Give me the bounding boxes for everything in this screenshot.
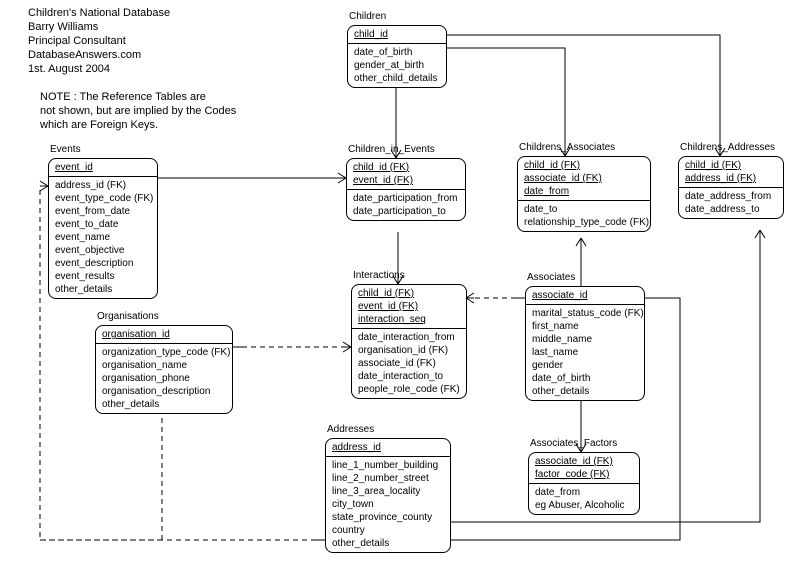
entity-title: Interactions [353, 270, 405, 281]
entity-childrens-addresses: Childrens_Addresses child_id (FK) addres… [678, 156, 784, 219]
note-line2: not shown, but are implied by the Codes [40, 104, 236, 118]
entity-organisations: Organisations organisation_id organizati… [95, 325, 233, 414]
entity-children-in-events: Children_in_Events child_id (FK) event_i… [346, 158, 466, 221]
entity-title: Associates [527, 272, 575, 283]
entity-title: Events [50, 144, 81, 155]
note-line3: which are Foreign Keys. [40, 118, 236, 132]
header-block: Children's National Database Barry Willi… [28, 6, 170, 76]
entity-title: Organisations [97, 311, 159, 322]
header-line3: Principal Consultant [28, 34, 170, 48]
entity-associates-factors: Associates_Factors associate_id (FK) fac… [528, 452, 640, 515]
entity-title: Addresses [327, 424, 374, 435]
entity-associates: Associates associate_id marital_status_c… [525, 286, 645, 401]
entity-title: Childrens_Associates [519, 142, 615, 153]
entity-interactions: Interactions child_id (FK) event_id (FK)… [351, 284, 467, 399]
entity-title: Associates_Factors [530, 438, 617, 449]
entity-title: Children [349, 11, 386, 22]
header-line4: DatabaseAnswers.com [28, 48, 170, 62]
entity-addresses: Addresses address_id line_1_number_build… [325, 438, 451, 553]
entity-children: Children child_id date_of_birth gender_a… [347, 25, 447, 88]
header-line5: 1st. August 2004 [28, 62, 170, 76]
note-block: NOTE : The Reference Tables are not show… [40, 90, 236, 132]
entity-childrens-associates: Childrens_Associates child_id (FK) assoc… [517, 156, 651, 232]
entity-events: Events event_id address_id (FK) event_ty… [48, 158, 158, 299]
entity-title: Childrens_Addresses [680, 142, 775, 153]
header-line1: Children's National Database [28, 6, 170, 20]
header-line2: Barry Williams [28, 20, 170, 34]
note-line1: NOTE : The Reference Tables are [40, 90, 236, 104]
entity-title: Children_in_Events [348, 144, 435, 155]
